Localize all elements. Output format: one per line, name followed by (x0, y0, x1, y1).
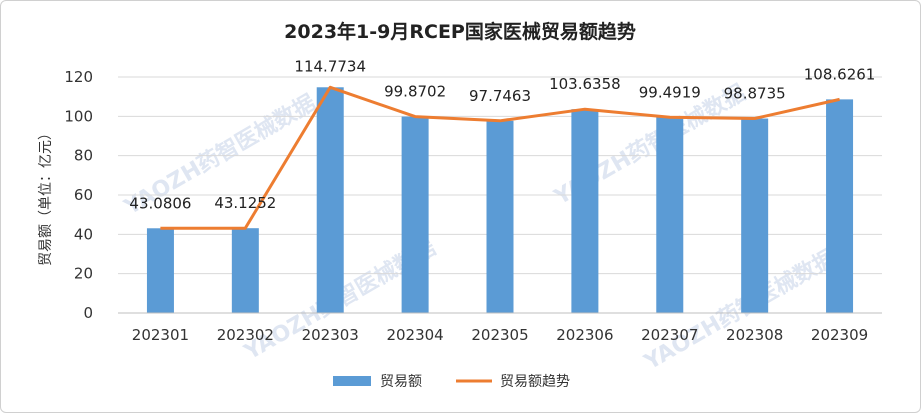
y-tick-label-100: 100 (64, 107, 93, 125)
data-labels: 43.0806 43.1252 114.7734 99.8702 97.7463 103.… (129, 57, 875, 212)
bar-202309 (826, 99, 854, 313)
bar-series (146, 87, 854, 314)
y-tick-label-120: 120 (64, 68, 93, 86)
x-tick-label-202307: 202307 (641, 326, 698, 344)
bar-202301 (146, 228, 174, 313)
bar-202303 (316, 87, 344, 313)
y-axis-ticks: 0 20 40 60 80 100 120 (64, 68, 93, 322)
bar-202308 (741, 118, 769, 313)
bar-202305 (486, 120, 514, 313)
x-tick-label-202305: 202305 (471, 326, 528, 344)
data-label-202302: 43.1252 (214, 194, 276, 212)
x-tick-label-202308: 202308 (726, 326, 783, 344)
x-axis-ticks: 202301 202302 202303 202304 202305 202306 2023… (118, 312, 882, 344)
y-tick-label-40: 40 (74, 225, 93, 243)
x-tick-label-202309: 202309 (811, 326, 868, 344)
data-label-202309: 108.6261 (804, 65, 876, 83)
data-label-202305: 97.7463 (469, 87, 531, 105)
x-tick-label-202301: 202301 (132, 326, 189, 344)
x-tick-label-202302: 202302 (217, 326, 274, 344)
data-label-202303: 114.7734 (294, 57, 366, 75)
bar-202306 (571, 109, 599, 314)
x-tick-label-202303: 202303 (302, 326, 359, 344)
data-label-202307: 99.4919 (639, 83, 701, 101)
chart-title: 2023年1-9月RCEP国家医械贸易额趋势 (284, 20, 636, 43)
y-tick-label-80: 80 (74, 147, 93, 165)
line-series (160, 85, 840, 230)
y-axis-title: 贸易额（单位：亿元） (38, 126, 54, 266)
bar-202302 (231, 228, 259, 313)
x-tick-label-202306: 202306 (556, 326, 613, 344)
x-tick-label-202304: 202304 (386, 326, 443, 344)
y-tick-label-0: 0 (83, 304, 93, 322)
y-tick-label-60: 60 (74, 186, 93, 204)
legend: 贸易额 贸易额趋势 (333, 374, 570, 390)
legend-swatch-bar (333, 376, 371, 386)
y-tick-label-20: 20 (74, 265, 93, 283)
data-label-202304: 99.8702 (384, 83, 446, 101)
bar-202307 (656, 117, 684, 313)
bar-202304 (401, 116, 429, 313)
trend-line (160, 85, 840, 230)
legend-label-bar: 贸易额 (380, 374, 422, 390)
data-label-202306: 103.6358 (549, 75, 621, 93)
data-label-202308: 98.8735 (724, 85, 786, 103)
data-label-202301: 43.0806 (129, 194, 191, 212)
legend-label-line: 贸易额趋势 (500, 374, 570, 390)
